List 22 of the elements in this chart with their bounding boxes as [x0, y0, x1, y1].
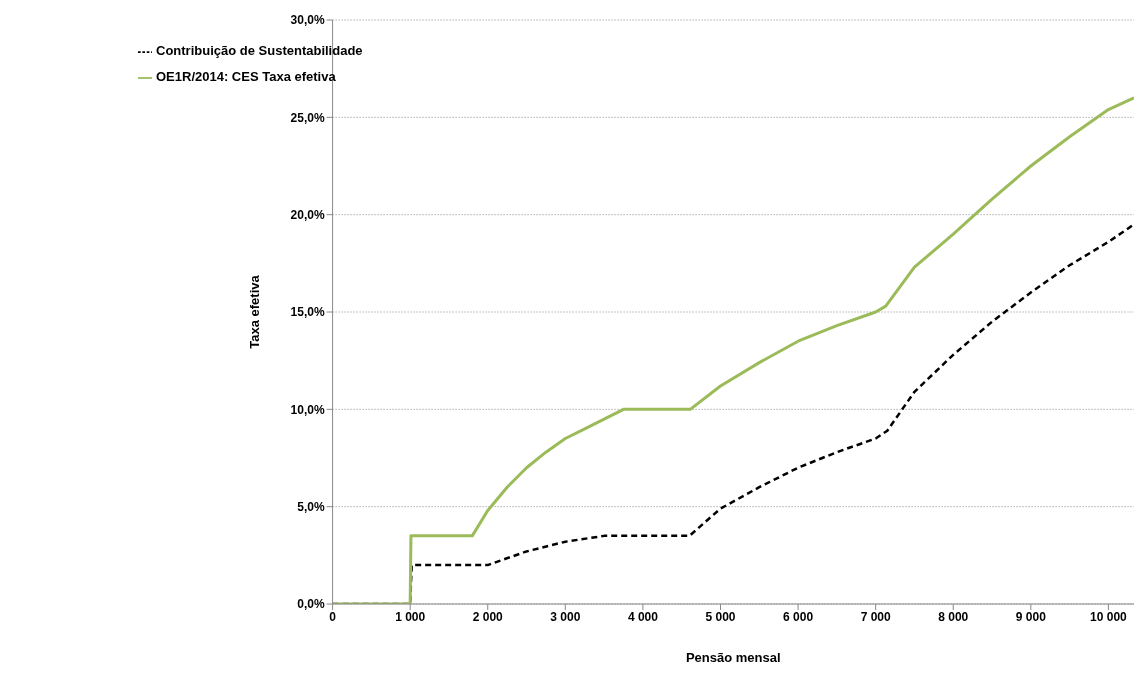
- y-tick-label: 15,0%: [290, 305, 325, 320]
- y-tick-label: 10,0%: [290, 402, 325, 417]
- y-tick-label: 0,0%: [297, 597, 325, 612]
- x-tick-label: 5 000: [705, 609, 736, 624]
- x-tick-label: 1 000: [395, 609, 426, 624]
- y-tick-label: 20,0%: [290, 207, 325, 222]
- x-tick-label: 8 000: [938, 609, 969, 624]
- x-tick-label: 6 000: [783, 609, 814, 624]
- x-tick-label: 2 000: [472, 609, 504, 624]
- x-tick-label: 9 000: [1015, 609, 1047, 624]
- x-tick-label: 7 000: [860, 609, 891, 624]
- x-tick-label: 10 000: [1090, 609, 1128, 624]
- x-tick-label: 4 000: [627, 609, 659, 624]
- y-tick-label: 5,0%: [297, 499, 325, 514]
- x-axis-title: Pensão mensal: [685, 650, 781, 665]
- y-tick-label: 30,0%: [290, 13, 325, 28]
- legend-label: Contribuição de Sustentabilidade: [156, 43, 363, 58]
- x-tick-label: 3 000: [550, 609, 581, 624]
- legend-label: OE1R/2014: CES Taxa efetiva: [156, 69, 336, 84]
- y-tick-label: 25,0%: [290, 110, 325, 125]
- y-axis-title: Taxa efetiva: [247, 274, 263, 349]
- x-tick-label: 0: [329, 609, 337, 624]
